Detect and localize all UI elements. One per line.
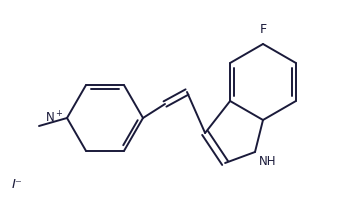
Text: N$^+$: N$^+$ (45, 110, 64, 126)
Text: NH: NH (259, 155, 277, 168)
Text: F: F (259, 23, 267, 36)
Text: I⁻: I⁻ (12, 179, 23, 191)
